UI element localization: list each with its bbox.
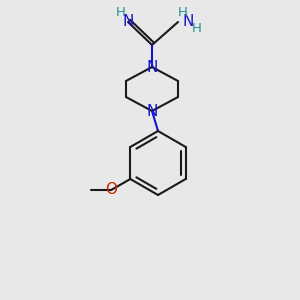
Text: N: N — [146, 59, 158, 74]
Text: O: O — [105, 182, 117, 197]
Text: H: H — [116, 7, 126, 20]
Text: N: N — [146, 103, 158, 118]
Text: N: N — [182, 14, 194, 29]
Text: H: H — [192, 22, 202, 34]
Text: N: N — [122, 14, 134, 29]
Text: H: H — [178, 7, 188, 20]
